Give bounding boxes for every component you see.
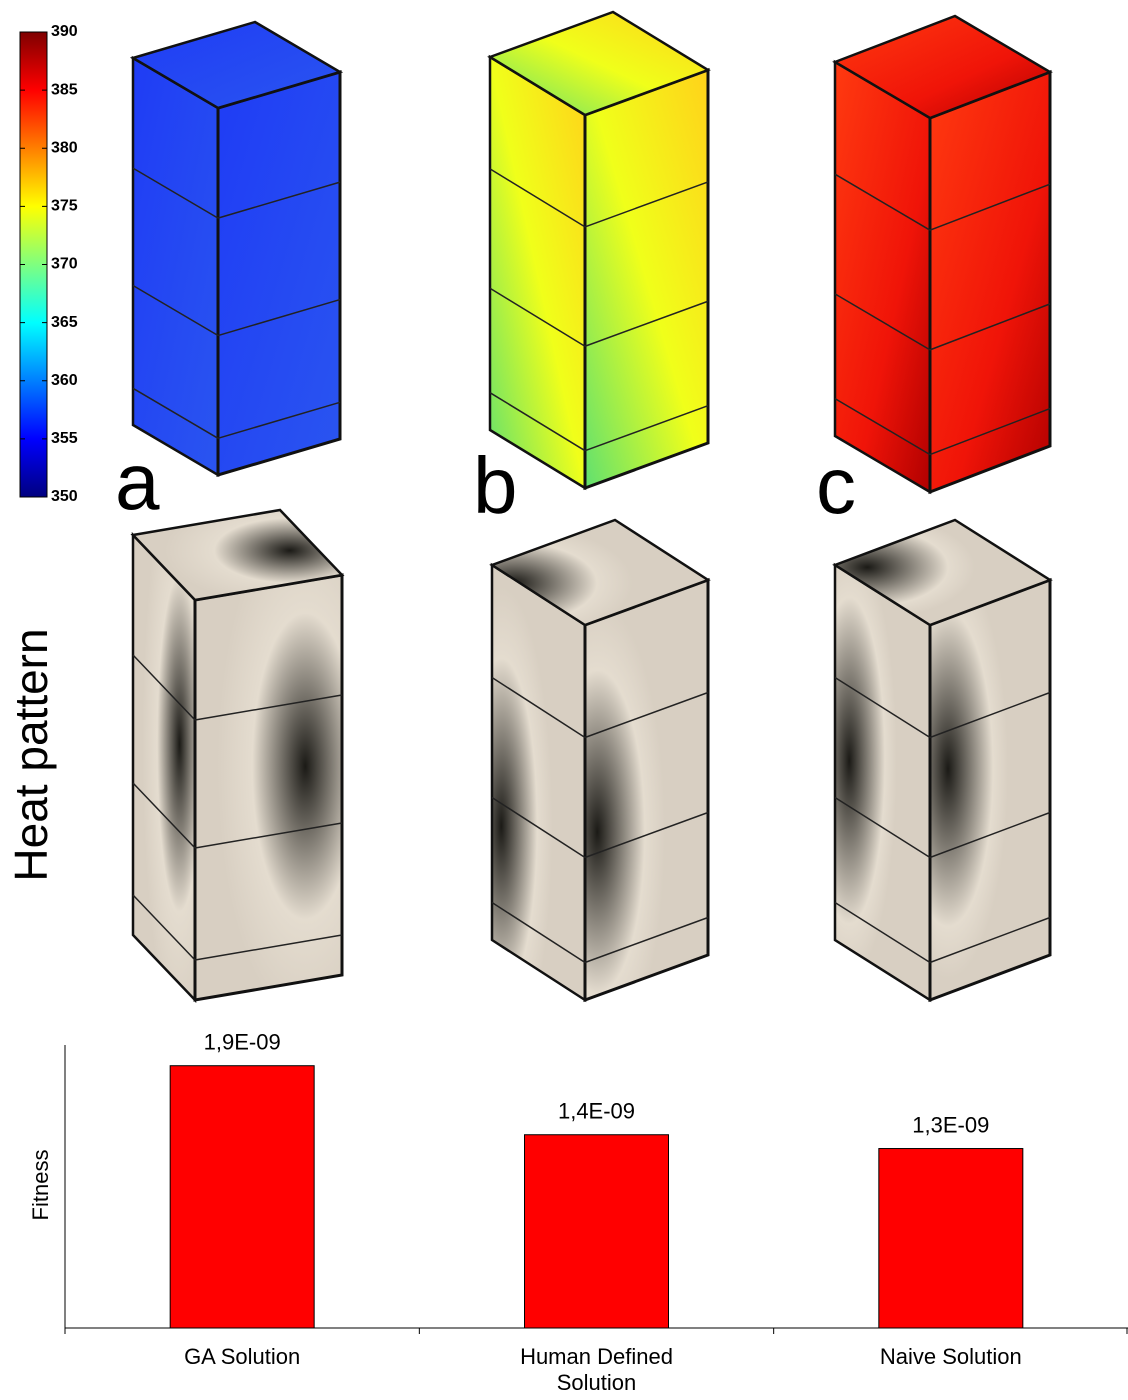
bar xyxy=(170,1066,314,1328)
value-label: 1,3E-09 xyxy=(912,1112,989,1137)
x-tick-label: Naive Solution xyxy=(846,1344,1056,1370)
bar xyxy=(525,1135,669,1328)
panel-label: b xyxy=(473,441,518,530)
tick-label: 360 xyxy=(51,372,78,389)
box-front-face xyxy=(930,72,1050,492)
bar xyxy=(879,1149,1023,1328)
box-left-face xyxy=(835,62,930,492)
box-front-face xyxy=(218,72,340,475)
tick-label: 380 xyxy=(51,139,78,156)
tick-label: 375 xyxy=(51,198,78,215)
box-front-face xyxy=(585,580,708,1000)
panel-label: c xyxy=(816,441,856,530)
figure: a b c Heat pattern Fitness 350 355 360 365 3… xyxy=(0,0,1128,1400)
value-label: 1,9E-09 xyxy=(204,1030,281,1055)
row-label: Heat pattern xyxy=(5,628,57,881)
box-front-face xyxy=(195,575,342,1000)
x-tick-label: Human Defined Solution xyxy=(492,1344,702,1396)
x-tick-label: GA Solution xyxy=(137,1344,347,1370)
tick-label: 365 xyxy=(51,314,78,331)
box-front-face xyxy=(585,70,708,488)
box-left-face xyxy=(133,535,195,1000)
box-left-face xyxy=(835,565,930,1000)
renderings xyxy=(133,12,1050,1000)
tick-label: 350 xyxy=(51,488,78,505)
tick-label: 370 xyxy=(51,256,78,273)
y-axis-label: Fitness xyxy=(28,1150,53,1221)
tick-label: 355 xyxy=(51,430,78,447)
box-left-face xyxy=(490,57,585,488)
tick-label: 390 xyxy=(51,23,78,40)
box-front-face xyxy=(930,580,1050,1000)
tick-label: 385 xyxy=(51,81,78,98)
panel-label: a xyxy=(115,437,160,526)
box-left-face xyxy=(492,565,585,1000)
value-label: 1,4E-09 xyxy=(558,1099,635,1124)
figure-canvas: a b c Heat pattern Fitness 350 355 360 365 3… xyxy=(0,0,1128,1400)
